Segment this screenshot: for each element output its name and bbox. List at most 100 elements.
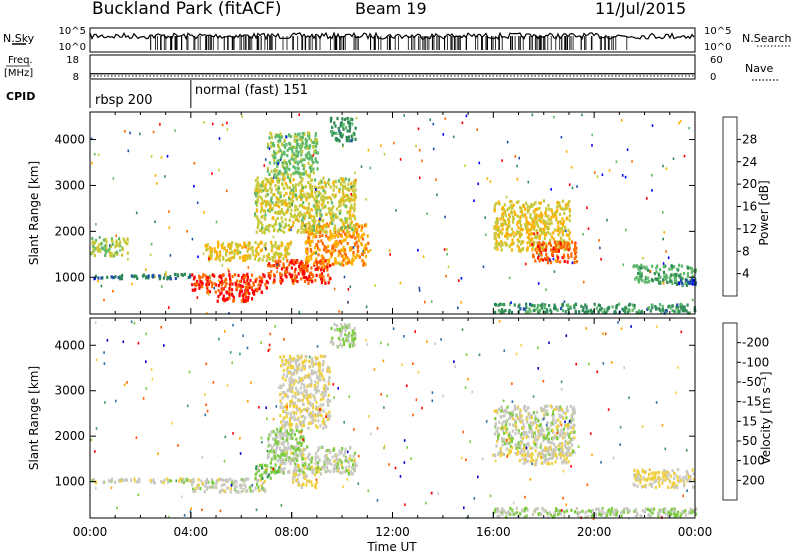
range-cell bbox=[600, 306, 603, 310]
range-cell bbox=[314, 157, 317, 161]
range-cell bbox=[533, 225, 536, 229]
range-cell bbox=[122, 478, 125, 482]
range-cell bbox=[346, 116, 349, 121]
range-cell bbox=[231, 256, 234, 260]
range-cell bbox=[654, 475, 657, 479]
range-cell bbox=[560, 448, 563, 452]
range-cell bbox=[280, 142, 284, 146]
range-cell bbox=[206, 290, 209, 295]
range-cell bbox=[538, 259, 541, 263]
noise-cell bbox=[418, 176, 421, 180]
range-cell bbox=[498, 420, 501, 424]
range-cell bbox=[286, 369, 289, 373]
range-cell bbox=[640, 478, 643, 482]
noise-cell bbox=[510, 207, 513, 211]
range-cell bbox=[217, 284, 220, 288]
range-cell bbox=[283, 201, 286, 205]
range-cell bbox=[309, 403, 312, 408]
range-cell bbox=[302, 167, 305, 171]
range-cell bbox=[229, 490, 232, 494]
range-cell bbox=[263, 199, 266, 203]
range-cell bbox=[522, 430, 525, 434]
range-cell bbox=[501, 227, 504, 231]
range-cell bbox=[503, 303, 506, 307]
range-cell bbox=[282, 363, 285, 367]
range-cell bbox=[549, 232, 552, 236]
range-cell bbox=[136, 480, 139, 484]
range-cell bbox=[208, 258, 211, 262]
range-cell bbox=[493, 432, 496, 436]
range-cell bbox=[566, 427, 570, 431]
range-cell bbox=[331, 193, 334, 197]
range-cell bbox=[158, 274, 161, 278]
range-cell bbox=[299, 451, 302, 456]
range-cell bbox=[538, 201, 541, 205]
range-cell bbox=[276, 164, 279, 168]
range-cell bbox=[289, 462, 292, 466]
range-cell bbox=[282, 373, 285, 377]
range-cell bbox=[309, 194, 312, 198]
range-cell bbox=[510, 227, 514, 231]
range-cell bbox=[317, 470, 320, 474]
range-cell bbox=[229, 257, 232, 261]
range-cell bbox=[199, 279, 202, 283]
range-cell bbox=[332, 181, 335, 185]
range-cell bbox=[266, 169, 269, 173]
range-cell bbox=[507, 232, 510, 236]
range-cell bbox=[104, 250, 107, 254]
noise-cell bbox=[206, 311, 208, 315]
range-cell bbox=[289, 402, 292, 406]
range-cell bbox=[291, 188, 294, 192]
range-cell bbox=[537, 436, 540, 440]
range-cell bbox=[358, 255, 361, 259]
range-cell bbox=[283, 194, 286, 198]
range-cell bbox=[302, 402, 305, 406]
range-cell bbox=[153, 481, 156, 485]
range-cell bbox=[510, 242, 513, 246]
range-cell bbox=[345, 139, 348, 143]
range-cell bbox=[572, 449, 575, 453]
range-cell bbox=[302, 447, 306, 451]
range-cell bbox=[529, 243, 532, 247]
range-cell bbox=[536, 410, 539, 414]
range-cell bbox=[506, 226, 509, 230]
range-cell bbox=[295, 411, 298, 415]
range-cell bbox=[515, 232, 518, 236]
range-cell bbox=[344, 466, 347, 470]
range-cell bbox=[508, 308, 511, 313]
range-cell bbox=[493, 236, 496, 240]
range-cell bbox=[494, 417, 497, 421]
range-cell bbox=[288, 204, 291, 208]
range-cell bbox=[261, 280, 264, 284]
range-cell bbox=[261, 476, 264, 480]
range-cell bbox=[293, 190, 296, 194]
range-cell bbox=[676, 303, 679, 307]
range-cell bbox=[243, 483, 246, 487]
range-cell bbox=[327, 393, 330, 397]
range-cell bbox=[686, 274, 689, 278]
range-cell bbox=[315, 400, 318, 404]
range-cell bbox=[322, 361, 325, 365]
range-cell bbox=[651, 264, 654, 268]
range-cell bbox=[565, 451, 568, 455]
range-cell bbox=[290, 380, 293, 384]
noise-cell bbox=[193, 162, 196, 165]
range-cell bbox=[585, 310, 588, 314]
noise-cell bbox=[154, 275, 156, 279]
range-cell bbox=[532, 255, 535, 259]
range-cell bbox=[275, 151, 278, 155]
range-cell bbox=[354, 193, 357, 197]
noise-cell bbox=[662, 237, 664, 241]
range-cell bbox=[526, 459, 529, 463]
range-cell bbox=[224, 298, 227, 302]
range-cell bbox=[233, 273, 237, 277]
range-cell bbox=[523, 444, 526, 448]
range-cell bbox=[290, 460, 293, 464]
range-cell bbox=[640, 271, 643, 276]
range-cell bbox=[287, 245, 290, 250]
noise-cell bbox=[367, 148, 370, 152]
range-cell bbox=[547, 227, 550, 231]
range-cell bbox=[307, 151, 310, 155]
range-cell bbox=[110, 237, 114, 241]
range-cell bbox=[258, 188, 261, 192]
